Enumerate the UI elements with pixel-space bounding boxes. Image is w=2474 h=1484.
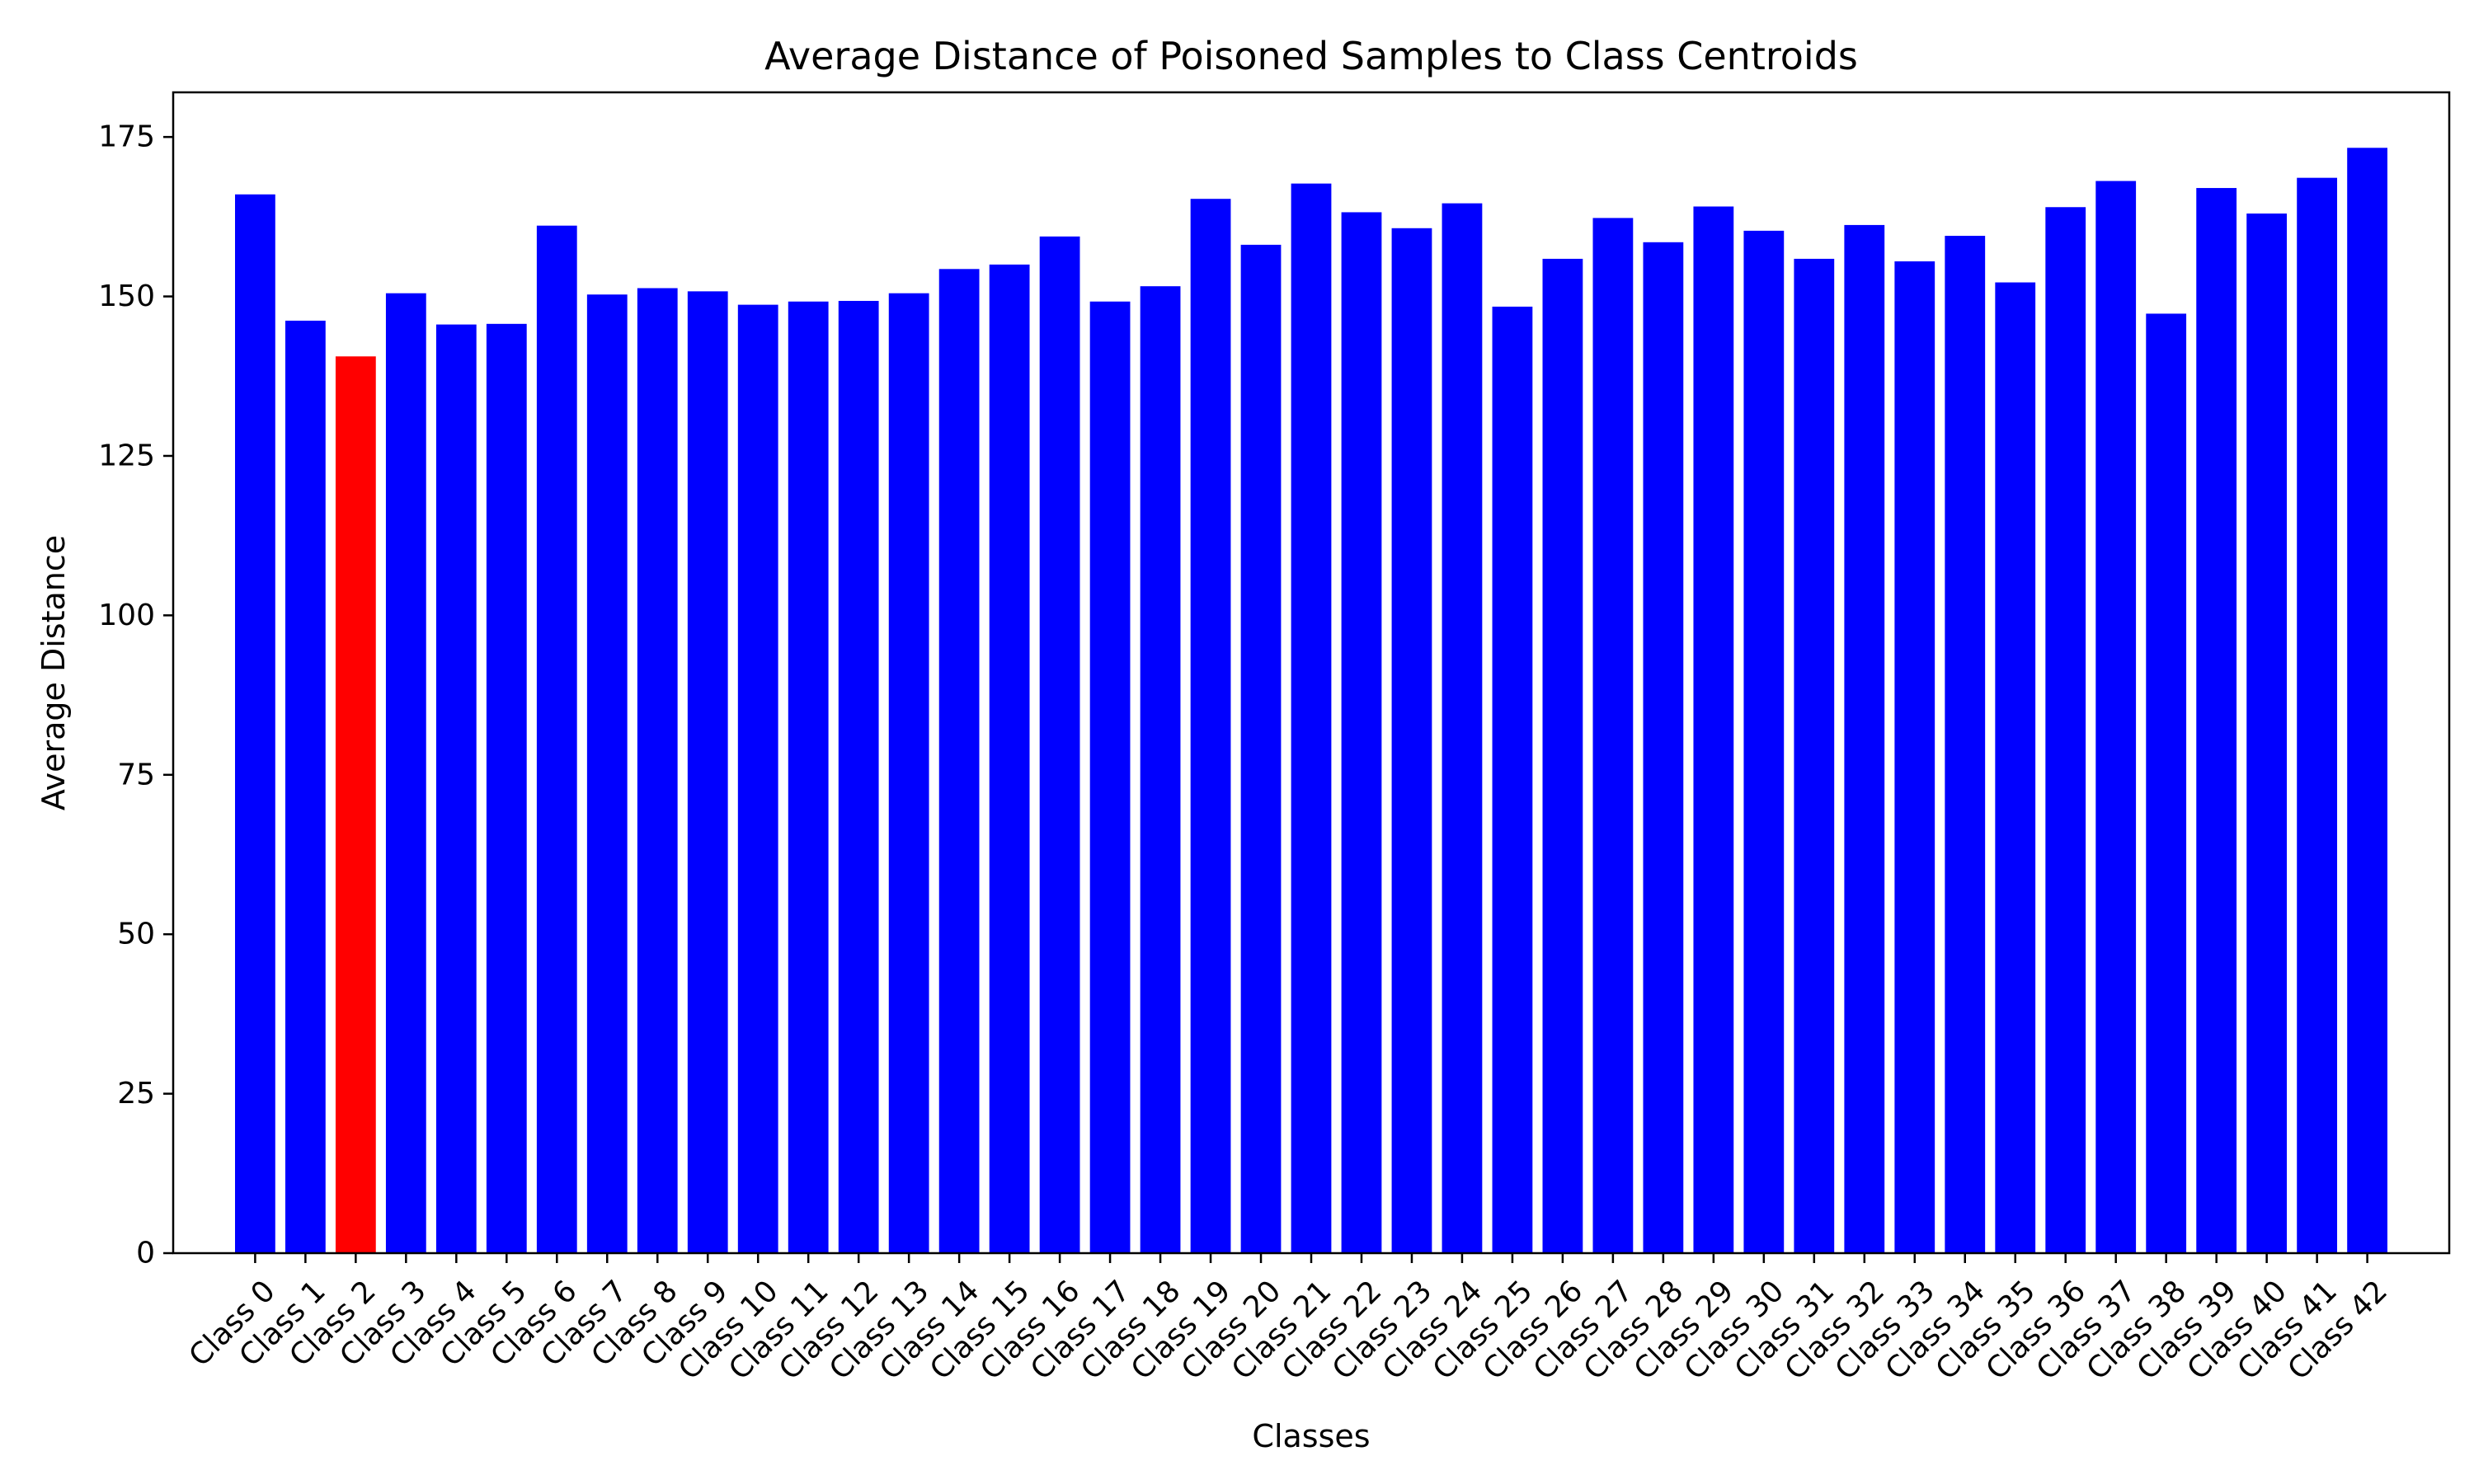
bar-class-10 [737,304,778,1254]
bar-class-24 [1442,203,1483,1254]
bar-class-38 [2146,313,2187,1253]
bar-class-31 [1794,258,1835,1253]
y-tick-label: 75 [117,758,155,791]
bar-class-7 [586,294,628,1254]
bar-class-4 [435,324,477,1254]
bar-class-5 [486,323,527,1253]
y-axis-label: Average Distance [35,535,72,810]
y-axis-ticks: 0 25 50 75 100 125 150 175 [98,120,173,1270]
y-tick-label: 125 [98,439,155,472]
bar-class-19 [1190,199,1231,1254]
bar-class-35 [1995,282,2036,1253]
bar-class-9 [687,291,728,1253]
bar-class-33 [1894,261,1935,1253]
chart-title: Average Distance of Poisoned Samples to … [764,34,1858,78]
y-tick-label: 0 [136,1237,155,1270]
bar-class-34 [1945,236,1986,1254]
bar-class-3 [385,293,426,1253]
bar-class-28 [1643,242,1684,1253]
bar-class-40 [2246,213,2288,1253]
bar-class-13 [888,293,929,1253]
bar-class-29 [1693,206,1734,1253]
bar-class-41 [2297,177,2338,1254]
bar-class-21 [1291,183,1332,1254]
bar-class-30 [1743,230,1785,1253]
bar-class-1 [285,320,326,1253]
bar-class-39 [2196,188,2237,1254]
bar-class-17 [1089,301,1131,1253]
bar-class-27 [1592,218,1634,1253]
bar-class-32 [1844,224,1885,1253]
y-tick-label: 25 [117,1077,155,1111]
bar-class-15 [989,264,1030,1253]
bar-class-22 [1341,212,1382,1253]
bar-class-23 [1391,228,1432,1253]
bar-class-25 [1492,306,1533,1253]
bar-class-26 [1542,258,1583,1253]
bars-group [235,148,2387,1254]
y-tick-label: 50 [117,918,155,951]
y-tick-label: 175 [98,120,155,154]
y-tick-label: 150 [98,279,155,313]
bar-class-37 [2095,181,2137,1254]
bar-class-20 [1240,244,1282,1253]
bar-class-11 [788,301,829,1253]
bar-class-18 [1140,286,1181,1254]
bar-class-2 [335,356,376,1254]
bar-class-16 [1039,236,1080,1253]
bar-class-42 [2347,148,2387,1253]
bar-class-8 [637,288,678,1253]
plot-frame [172,91,2451,1255]
bar-class-12 [838,300,879,1253]
x-axis-label: Classes [1252,1418,1370,1454]
bar-class-36 [2045,207,2086,1254]
bar-class-6 [536,225,577,1253]
y-tick-label: 100 [98,599,155,632]
bar-class-0 [235,194,275,1253]
bar-class-14 [938,269,980,1254]
